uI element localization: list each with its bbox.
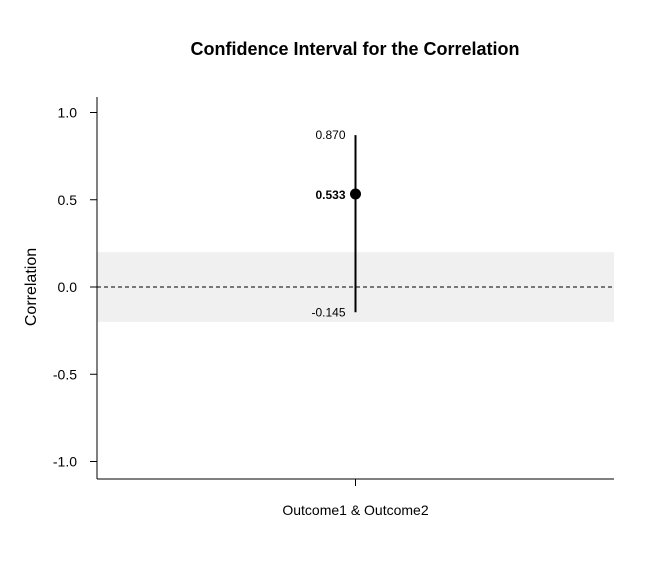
upper-bound-label: 0.870	[315, 128, 345, 142]
lower-bound-label: -0.145	[311, 305, 345, 319]
y-tick-label: 0.0	[58, 279, 78, 295]
estimate-point	[350, 188, 361, 200]
y-tick-label: 1.0	[58, 105, 78, 121]
chart-title: Confidence Interval for the Correlation	[190, 39, 519, 59]
y-tick-label: 0.5	[58, 192, 78, 208]
y-tick-label: -0.5	[53, 366, 77, 382]
y-tick-label: -1.0	[53, 454, 77, 470]
y-axis-label: Correlation	[23, 248, 40, 326]
plot-area: 1.0 0.5 0.0 -0.5 -1.0 Outcome1 & Outcome2 0.87…	[53, 97, 614, 518]
x-tick-label: Outcome1 & Outcome2	[282, 502, 429, 518]
estimate-label: 0.533	[315, 188, 345, 202]
